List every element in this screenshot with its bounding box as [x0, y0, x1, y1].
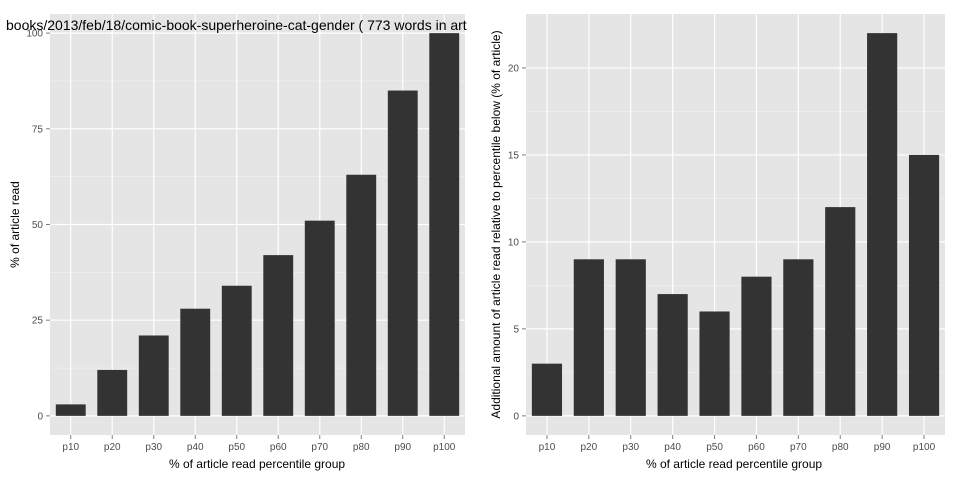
bar-p40	[180, 308, 211, 416]
x-tick-label: p50	[706, 442, 723, 453]
bar-p80	[346, 174, 377, 416]
y-tick-label: 50	[32, 220, 44, 231]
bar-p100	[429, 33, 460, 416]
x-tick-label: p20	[581, 442, 598, 453]
bar-p70	[304, 220, 335, 416]
y-tick-label: 0	[37, 411, 43, 422]
x-axis-title: % of article read percentile group	[646, 457, 822, 471]
x-tick-label: p90	[874, 442, 891, 453]
x-tick-label: p70	[790, 442, 807, 453]
bar-p30	[615, 259, 646, 416]
chart-panel-2: 0 5 10 15 20 p10 p20 p30 p40 p50 p60 p70 p80 p90 p100%…	[489, 14, 945, 471]
bar-p10	[55, 404, 86, 416]
y-axis-title: % of article read	[8, 181, 22, 268]
bar-p100	[908, 154, 940, 416]
chart-title: books/2013/feb/18/comic-book-superheroin…	[6, 17, 467, 33]
bar-p40	[657, 294, 688, 416]
x-tick-label: p30	[622, 442, 639, 453]
bar-p50	[221, 285, 252, 416]
bar-p80	[825, 207, 856, 416]
bar-p90	[387, 90, 418, 416]
y-axis-title: Additional amount of article read relati…	[489, 30, 503, 418]
y-tick-label: 10	[508, 237, 520, 248]
x-tick-label: p80	[353, 442, 370, 453]
x-tick-label: p70	[311, 442, 328, 453]
y-tick-label: 15	[508, 150, 520, 161]
x-axis-title: % of article read percentile group	[169, 457, 345, 471]
bar-p70	[783, 259, 814, 416]
y-tick-label: 75	[32, 124, 44, 135]
y-tick-label: 25	[32, 316, 44, 327]
bar-p90	[867, 33, 898, 416]
y-tick-label: 20	[508, 63, 520, 74]
x-tick-label: p40	[664, 442, 681, 453]
y-tick-label: 100	[26, 29, 43, 40]
bar-p30	[138, 335, 169, 416]
x-tick-label: p90	[394, 442, 411, 453]
bar-p60	[741, 276, 772, 416]
x-tick-label: p60	[270, 442, 287, 453]
x-tick-label: p20	[104, 442, 121, 453]
x-tick-label: p60	[748, 442, 765, 453]
x-tick-label: p40	[187, 442, 204, 453]
bar-p10	[531, 363, 563, 416]
x-tick-label: p100	[433, 442, 456, 453]
x-tick-label: p10	[62, 442, 79, 453]
bar-p60	[263, 255, 294, 416]
x-tick-label: p50	[228, 442, 245, 453]
x-tick-label: p80	[832, 442, 849, 453]
y-tick-label: 5	[513, 324, 519, 335]
bar-p50	[699, 311, 730, 416]
x-tick-label: p30	[145, 442, 162, 453]
bar-p20	[97, 369, 128, 416]
x-tick-label: p100	[913, 442, 936, 453]
bar-p20	[573, 259, 604, 416]
x-tick-label: p10	[539, 442, 556, 453]
chart-panel-1: 0 25 50 75 100 p10 p20 p30 p40 p50 p60 p70 p80 p90 p10…	[6, 14, 467, 471]
y-tick-label: 0	[513, 411, 519, 422]
